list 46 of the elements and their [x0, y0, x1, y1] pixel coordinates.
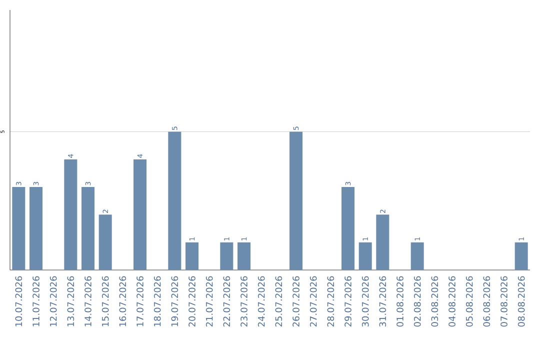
x-tick-label: 10.07.2026: [15, 276, 22, 326]
bar: [168, 132, 182, 270]
x-tick-label: 27.07.2026: [310, 276, 317, 327]
x-tick-label: 22.07.2026: [223, 276, 230, 327]
bar: [290, 132, 303, 270]
bar: [410, 242, 424, 270]
x-tick-label: 20.07.2026: [188, 276, 196, 327]
x-tick-label: 19.07.2026: [171, 276, 178, 326]
bar: [12, 187, 26, 270]
bar: [82, 187, 95, 270]
x-tick-label: 07.08.2026: [500, 276, 508, 327]
x-tick-label: 17.07.2026: [136, 276, 144, 326]
x-tick-label: 13.07.2026: [67, 276, 74, 326]
bar: [220, 242, 234, 270]
x-tick-label: 01.08.2026: [396, 276, 404, 327]
bar: [342, 187, 354, 270]
bar: [376, 214, 390, 270]
x-tick-label: 11.07.2026: [32, 276, 40, 326]
x-tick-label: 28.07.2026: [327, 276, 334, 327]
bar: [186, 242, 198, 270]
x-tick-label: 15.07.2026: [102, 276, 109, 326]
x-tick-label: 18.07.2026: [154, 276, 161, 326]
bar: [64, 159, 78, 270]
x-tick-label: 29.07.2026: [344, 276, 352, 327]
x-tick-label: 03.08.2026: [431, 276, 438, 327]
x-tick-label: 16.07.2026: [119, 276, 126, 326]
bar: [30, 187, 42, 270]
x-tick-label: 21.07.2026: [206, 276, 213, 327]
bar: [358, 242, 372, 270]
bar: [238, 242, 251, 270]
x-tick-label: 14.07.2026: [84, 276, 92, 326]
x-tick-label: 31.07.2026: [379, 276, 386, 327]
bar: [134, 159, 146, 270]
x-tick-label: 06.08.2026: [483, 276, 490, 327]
bar: [514, 242, 528, 270]
x-tick-label: 02.08.2026: [414, 276, 421, 327]
x-tick-label: 26.07.2026: [292, 276, 300, 327]
x-tick-label: 05.08.2026: [466, 276, 473, 327]
x-tick-label: 04.08.2026: [448, 276, 456, 327]
x-tick-label: 30.07.2026: [362, 276, 369, 327]
bar: [98, 214, 112, 270]
x-tick-label: 08.08.2026: [518, 276, 525, 327]
x-tick-label: 12.07.2026: [50, 276, 57, 326]
x-tick-label: 24.07.2026: [258, 276, 265, 327]
x-tick-label: 25.07.2026: [275, 276, 282, 327]
x-tick-label: 23.07.2026: [240, 276, 248, 327]
